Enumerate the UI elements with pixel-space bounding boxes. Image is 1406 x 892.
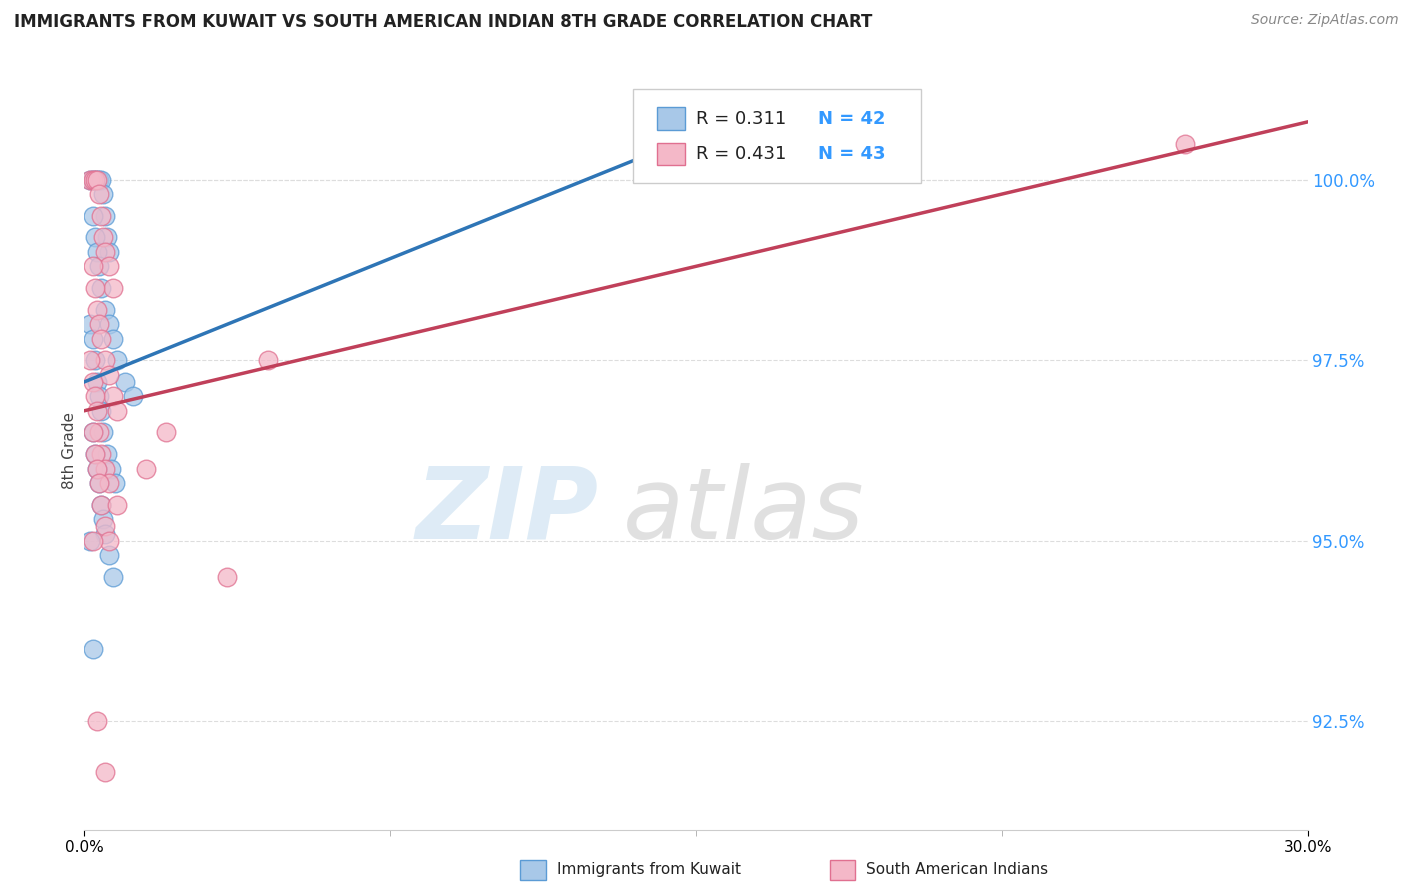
Point	[155, 425, 177, 440]
Point	[97, 368, 120, 382]
Point	[82, 209, 104, 223]
Point	[101, 570, 124, 584]
Point	[82, 642, 104, 657]
Y-axis label: 8th Grade: 8th Grade	[62, 412, 77, 489]
Point	[79, 317, 101, 331]
Point	[87, 317, 110, 331]
Point	[90, 332, 112, 346]
Text: IMMIGRANTS FROM KUWAIT VS SOUTH AMERICAN INDIAN 8TH GRADE CORRELATION CHART: IMMIGRANTS FROM KUWAIT VS SOUTH AMERICAN…	[14, 13, 873, 31]
Point	[83, 389, 105, 403]
Point	[114, 375, 136, 389]
Point	[86, 172, 108, 186]
Point	[86, 375, 108, 389]
Point	[91, 230, 114, 244]
Point	[105, 353, 128, 368]
Point	[96, 447, 118, 461]
Point	[97, 475, 120, 490]
Point	[90, 498, 112, 512]
Text: South American Indians: South American Indians	[866, 863, 1049, 877]
Point	[82, 172, 104, 186]
Point	[79, 353, 101, 368]
Point	[93, 764, 115, 779]
Point	[96, 230, 118, 244]
Point	[90, 498, 112, 512]
Point	[86, 714, 108, 729]
Point	[83, 353, 105, 368]
Point	[82, 425, 104, 440]
Point	[87, 187, 110, 202]
Point	[82, 425, 104, 440]
Point	[79, 172, 101, 186]
Text: R = 0.431: R = 0.431	[696, 145, 786, 163]
Point	[97, 533, 120, 548]
Point	[91, 512, 114, 526]
Point	[87, 425, 110, 440]
Point	[97, 548, 120, 562]
Point	[105, 403, 128, 417]
Point	[122, 389, 145, 403]
Point	[90, 447, 112, 461]
Point	[93, 461, 115, 475]
Point	[101, 332, 124, 346]
Point	[93, 209, 115, 223]
Text: ZIP: ZIP	[415, 463, 598, 559]
Text: N = 42: N = 42	[818, 110, 886, 128]
Point	[90, 281, 112, 295]
Point	[83, 172, 105, 186]
Point	[93, 302, 115, 317]
Point	[97, 317, 120, 331]
Point	[93, 519, 115, 533]
Point	[87, 475, 110, 490]
Point	[82, 332, 104, 346]
Point	[86, 461, 108, 475]
Text: Immigrants from Kuwait: Immigrants from Kuwait	[557, 863, 741, 877]
Point	[93, 353, 115, 368]
Point	[93, 244, 115, 259]
Text: atlas: atlas	[623, 463, 865, 559]
Point	[91, 187, 114, 202]
Point	[87, 172, 110, 186]
Point	[83, 230, 105, 244]
Point	[79, 533, 101, 548]
Point	[79, 172, 101, 186]
Point	[101, 389, 124, 403]
Point	[135, 461, 157, 475]
Point	[82, 172, 104, 186]
Point	[83, 172, 105, 186]
Point	[87, 475, 110, 490]
Point	[83, 447, 105, 461]
Point	[90, 172, 112, 186]
Point	[86, 172, 108, 186]
Point	[93, 526, 115, 541]
Point	[90, 403, 112, 417]
Point	[1174, 136, 1197, 151]
Point	[82, 260, 104, 274]
Point	[97, 260, 120, 274]
Point	[86, 302, 108, 317]
Point	[104, 475, 127, 490]
Point	[90, 209, 112, 223]
Point	[82, 533, 104, 548]
Point	[86, 403, 108, 417]
Point	[217, 570, 239, 584]
Point	[100, 461, 122, 475]
Point	[87, 389, 110, 403]
Point	[257, 353, 280, 368]
Text: R = 0.311: R = 0.311	[696, 110, 786, 128]
Point	[101, 281, 124, 295]
Point	[83, 447, 105, 461]
Text: N = 43: N = 43	[818, 145, 886, 163]
Point	[87, 260, 110, 274]
Point	[83, 281, 105, 295]
Point	[86, 244, 108, 259]
Point	[97, 244, 120, 259]
Point	[82, 375, 104, 389]
Point	[105, 498, 128, 512]
Point	[91, 425, 114, 440]
Text: Source: ZipAtlas.com: Source: ZipAtlas.com	[1251, 13, 1399, 28]
Point	[86, 461, 108, 475]
